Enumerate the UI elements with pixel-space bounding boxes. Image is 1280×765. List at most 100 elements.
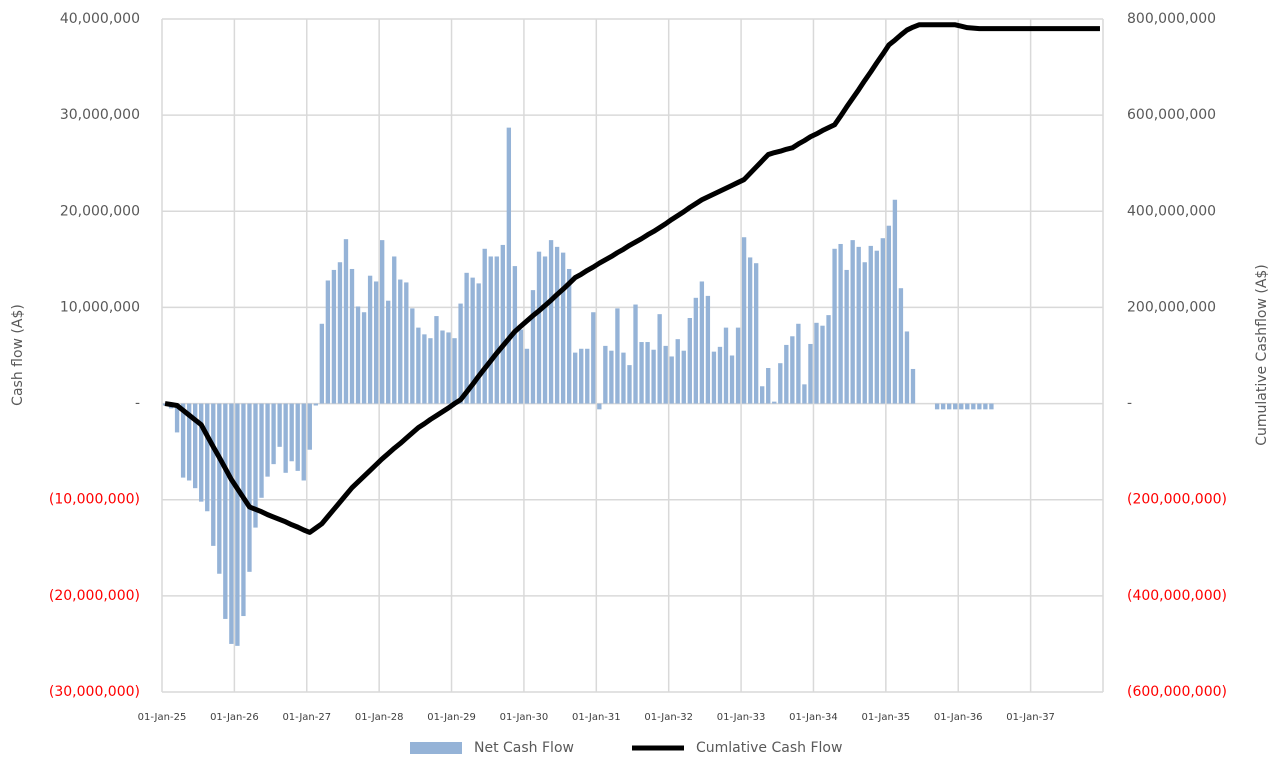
bar: [211, 403, 216, 546]
bar: [874, 250, 879, 404]
bar: [609, 350, 614, 404]
bar: [488, 256, 493, 404]
bar: [223, 403, 228, 619]
bar: [554, 246, 560, 404]
x-tick-label: 01-Jan-27: [282, 712, 331, 723]
bar: [832, 248, 837, 404]
y-tick-label: -: [135, 396, 140, 412]
bar: [862, 262, 867, 404]
bar: [615, 308, 620, 404]
bar: [518, 329, 524, 404]
y-tick-label: 10,000,000: [60, 299, 140, 315]
bar: [953, 403, 958, 410]
y2-tick-label: (200,000,000): [1127, 492, 1227, 508]
bar: [452, 338, 457, 404]
bar: [404, 282, 409, 404]
x-tick-label: 01-Jan-37: [1006, 712, 1055, 723]
bar: [494, 256, 499, 404]
bar: [838, 243, 843, 404]
x-tick-label: 01-Jan-36: [934, 712, 983, 723]
bar: [784, 344, 789, 404]
bar: [361, 312, 367, 404]
bar: [760, 386, 765, 404]
bar: [585, 348, 590, 404]
bar: [573, 352, 578, 404]
bar: [627, 365, 632, 404]
bar: [229, 403, 234, 644]
bar: [802, 384, 807, 404]
bar: [977, 403, 982, 410]
bar: [669, 356, 674, 404]
bar: [325, 280, 331, 404]
bar: [971, 403, 976, 410]
bar: [729, 355, 735, 404]
bar: [271, 403, 276, 465]
bar: [307, 403, 312, 450]
y2-tick-label: 200,000,000: [1127, 299, 1216, 315]
bar: [844, 269, 849, 404]
bar: [301, 403, 306, 481]
bar: [247, 403, 252, 572]
bar: [886, 225, 892, 404]
bar: [253, 403, 258, 528]
y2-tick-label: (600,000,000): [1127, 684, 1227, 700]
x-tick-label: 01-Jan-35: [862, 712, 911, 723]
x-tick-label: 01-Jan-26: [210, 712, 259, 723]
legend-swatch: [410, 742, 462, 754]
bar: [524, 348, 530, 404]
bar: [699, 281, 705, 404]
bar: [778, 363, 783, 404]
bar: [530, 290, 536, 404]
bar: [826, 315, 831, 404]
bar: [687, 318, 692, 404]
bar: [265, 403, 270, 477]
line: [164, 22, 1100, 535]
bar: [723, 327, 729, 404]
bar: [476, 283, 481, 404]
bar: [645, 342, 650, 404]
bar: [180, 403, 186, 478]
bar: [464, 272, 469, 404]
bar: [392, 256, 397, 404]
bar: [796, 323, 801, 404]
bar: [373, 281, 379, 404]
bar: [693, 297, 699, 404]
bar: [428, 338, 433, 404]
bar: [814, 322, 819, 404]
bar: [331, 269, 337, 404]
bar: [741, 237, 747, 404]
bar: [174, 403, 180, 433]
bar: [283, 403, 288, 473]
y2-tick-label: 800,000,000: [1127, 11, 1216, 27]
bar: [379, 240, 385, 404]
bar: [591, 312, 596, 404]
bar: [386, 300, 391, 404]
bar: [289, 403, 294, 462]
y2-tick-label: 400,000,000: [1127, 203, 1216, 219]
bar: [470, 277, 475, 404]
y-axis-label: Cash flow (A$): [10, 304, 26, 406]
y2-tick-label: -: [1127, 396, 1132, 412]
bar: [186, 403, 192, 481]
bar: [910, 368, 916, 404]
bar: [199, 403, 204, 502]
bar: [898, 288, 904, 404]
bar: [597, 403, 602, 410]
y-tick-label: 20,000,000: [60, 203, 140, 219]
bar: [422, 334, 427, 404]
bar: [639, 342, 644, 404]
bar: [205, 403, 210, 512]
bar: [416, 327, 421, 404]
x-tick-label: 01-Jan-32: [644, 712, 693, 723]
x-tick-label: 01-Jan-31: [572, 712, 621, 723]
bar: [349, 268, 355, 404]
bar: [241, 403, 246, 617]
bar: [410, 308, 415, 404]
bar: [651, 349, 656, 404]
y-tick-label: (10,000,000): [49, 492, 140, 508]
bar: [367, 275, 373, 404]
bar: [983, 403, 988, 410]
bar: [705, 295, 711, 404]
bar: [940, 403, 946, 410]
